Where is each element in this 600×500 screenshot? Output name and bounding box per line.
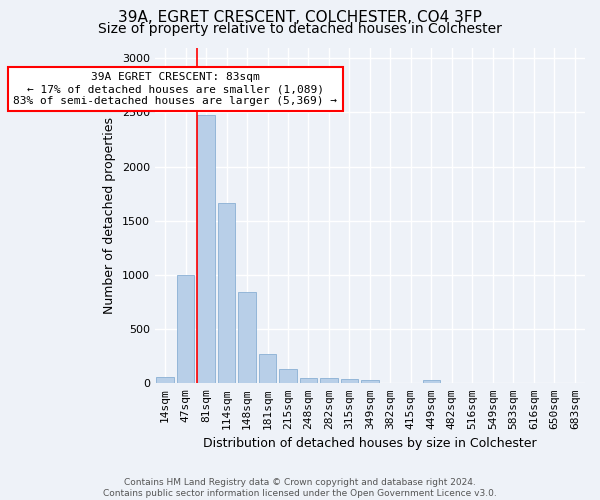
Bar xyxy=(300,378,317,384)
Bar xyxy=(197,114,215,384)
X-axis label: Distribution of detached houses by size in Colchester: Distribution of detached houses by size … xyxy=(203,437,537,450)
Bar xyxy=(279,369,297,384)
Y-axis label: Number of detached properties: Number of detached properties xyxy=(103,117,116,314)
Bar xyxy=(238,292,256,384)
Bar xyxy=(218,204,235,384)
Bar xyxy=(341,379,358,384)
Text: 39A, EGRET CRESCENT, COLCHESTER, CO4 3FP: 39A, EGRET CRESCENT, COLCHESTER, CO4 3FP xyxy=(118,10,482,25)
Bar xyxy=(259,354,276,384)
Bar xyxy=(157,378,174,384)
Bar xyxy=(361,380,379,384)
Bar xyxy=(320,378,338,384)
Text: Size of property relative to detached houses in Colchester: Size of property relative to detached ho… xyxy=(98,22,502,36)
Bar xyxy=(177,275,194,384)
Text: 39A EGRET CRESCENT: 83sqm
← 17% of detached houses are smaller (1,089)
83% of se: 39A EGRET CRESCENT: 83sqm ← 17% of detac… xyxy=(13,72,337,106)
Bar xyxy=(422,380,440,384)
Text: Contains HM Land Registry data © Crown copyright and database right 2024.
Contai: Contains HM Land Registry data © Crown c… xyxy=(103,478,497,498)
